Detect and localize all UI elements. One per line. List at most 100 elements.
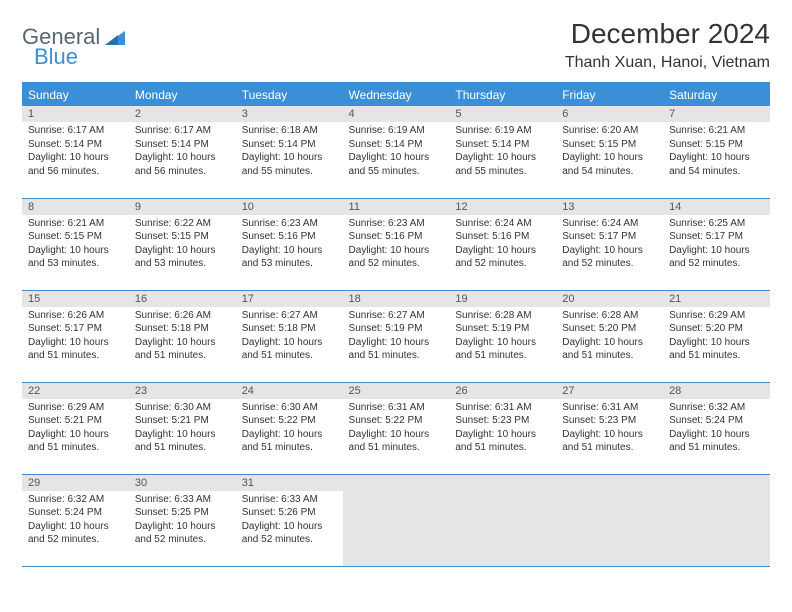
calendar-cell: 26Sunrise: 6:31 AMSunset: 5:23 PMDayligh…: [449, 382, 556, 474]
day-number: 24: [236, 383, 343, 399]
calendar-cell: 12Sunrise: 6:24 AMSunset: 5:16 PMDayligh…: [449, 198, 556, 290]
day-body: Sunrise: 6:19 AMSunset: 5:14 PMDaylight:…: [449, 122, 556, 182]
month-title: December 2024: [565, 18, 770, 50]
calendar-cell: 4Sunrise: 6:19 AMSunset: 5:14 PMDaylight…: [343, 106, 450, 198]
day-body: Sunrise: 6:25 AMSunset: 5:17 PMDaylight:…: [663, 215, 770, 275]
calendar-cell: 1Sunrise: 6:17 AMSunset: 5:14 PMDaylight…: [22, 106, 129, 198]
day-body: Sunrise: 6:26 AMSunset: 5:18 PMDaylight:…: [129, 307, 236, 367]
day-body: Sunrise: 6:20 AMSunset: 5:15 PMDaylight:…: [556, 122, 663, 182]
calendar-cell: 14Sunrise: 6:25 AMSunset: 5:17 PMDayligh…: [663, 198, 770, 290]
day-number: 28: [663, 383, 770, 399]
calendar-cell: 24Sunrise: 6:30 AMSunset: 5:22 PMDayligh…: [236, 382, 343, 474]
day-body: Sunrise: 6:31 AMSunset: 5:23 PMDaylight:…: [556, 399, 663, 459]
day-number: 18: [343, 291, 450, 307]
day-body: Sunrise: 6:23 AMSunset: 5:16 PMDaylight:…: [236, 215, 343, 275]
calendar-cell: [556, 474, 663, 566]
day-number: 5: [449, 106, 556, 122]
header: General December 2024 Thanh Xuan, Hanoi,…: [22, 18, 770, 72]
day-body: Sunrise: 6:27 AMSunset: 5:18 PMDaylight:…: [236, 307, 343, 367]
calendar-cell: 20Sunrise: 6:28 AMSunset: 5:20 PMDayligh…: [556, 290, 663, 382]
day-body: Sunrise: 6:18 AMSunset: 5:14 PMDaylight:…: [236, 122, 343, 182]
calendar-cell: 28Sunrise: 6:32 AMSunset: 5:24 PMDayligh…: [663, 382, 770, 474]
calendar-cell: 17Sunrise: 6:27 AMSunset: 5:18 PMDayligh…: [236, 290, 343, 382]
calendar-cell: 16Sunrise: 6:26 AMSunset: 5:18 PMDayligh…: [129, 290, 236, 382]
day-number: 8: [22, 199, 129, 215]
calendar-cell: 10Sunrise: 6:23 AMSunset: 5:16 PMDayligh…: [236, 198, 343, 290]
day-number: 29: [22, 475, 129, 491]
day-body: Sunrise: 6:33 AMSunset: 5:26 PMDaylight:…: [236, 491, 343, 551]
day-number: 20: [556, 291, 663, 307]
day-number: 16: [129, 291, 236, 307]
day-number: 25: [343, 383, 450, 399]
calendar-row: 22Sunrise: 6:29 AMSunset: 5:21 PMDayligh…: [22, 382, 770, 474]
day-number: 15: [22, 291, 129, 307]
day-body: Sunrise: 6:22 AMSunset: 5:15 PMDaylight:…: [129, 215, 236, 275]
day-number: 13: [556, 199, 663, 215]
day-header: Friday: [556, 83, 663, 106]
day-body: Sunrise: 6:17 AMSunset: 5:14 PMDaylight:…: [129, 122, 236, 182]
brand-word2: Blue: [34, 44, 78, 70]
calendar-cell: 19Sunrise: 6:28 AMSunset: 5:19 PMDayligh…: [449, 290, 556, 382]
day-number: 21: [663, 291, 770, 307]
day-body: Sunrise: 6:19 AMSunset: 5:14 PMDaylight:…: [343, 122, 450, 182]
day-number: 6: [556, 106, 663, 122]
day-number: 7: [663, 106, 770, 122]
day-number: 31: [236, 475, 343, 491]
day-body: Sunrise: 6:30 AMSunset: 5:21 PMDaylight:…: [129, 399, 236, 459]
calendar-cell: 21Sunrise: 6:29 AMSunset: 5:20 PMDayligh…: [663, 290, 770, 382]
day-body: Sunrise: 6:17 AMSunset: 5:14 PMDaylight:…: [22, 122, 129, 182]
day-number: 2: [129, 106, 236, 122]
calendar-cell: [343, 474, 450, 566]
day-body: Sunrise: 6:23 AMSunset: 5:16 PMDaylight:…: [343, 215, 450, 275]
day-number: 27: [556, 383, 663, 399]
day-body: Sunrise: 6:32 AMSunset: 5:24 PMDaylight:…: [663, 399, 770, 459]
calendar-cell: 7Sunrise: 6:21 AMSunset: 5:15 PMDaylight…: [663, 106, 770, 198]
day-number: 23: [129, 383, 236, 399]
title-block: December 2024 Thanh Xuan, Hanoi, Vietnam: [565, 18, 770, 72]
day-body: Sunrise: 6:28 AMSunset: 5:19 PMDaylight:…: [449, 307, 556, 367]
calendar-cell: 25Sunrise: 6:31 AMSunset: 5:22 PMDayligh…: [343, 382, 450, 474]
calendar-cell: 27Sunrise: 6:31 AMSunset: 5:23 PMDayligh…: [556, 382, 663, 474]
day-number: 17: [236, 291, 343, 307]
day-body: Sunrise: 6:32 AMSunset: 5:24 PMDaylight:…: [22, 491, 129, 551]
calendar-row: 8Sunrise: 6:21 AMSunset: 5:15 PMDaylight…: [22, 198, 770, 290]
day-number: 22: [22, 383, 129, 399]
calendar-cell: 2Sunrise: 6:17 AMSunset: 5:14 PMDaylight…: [129, 106, 236, 198]
day-number: 9: [129, 199, 236, 215]
calendar-cell: 13Sunrise: 6:24 AMSunset: 5:17 PMDayligh…: [556, 198, 663, 290]
day-body: Sunrise: 6:33 AMSunset: 5:25 PMDaylight:…: [129, 491, 236, 551]
day-body: Sunrise: 6:31 AMSunset: 5:23 PMDaylight:…: [449, 399, 556, 459]
day-number: 1: [22, 106, 129, 122]
calendar-cell: 9Sunrise: 6:22 AMSunset: 5:15 PMDaylight…: [129, 198, 236, 290]
day-body: Sunrise: 6:30 AMSunset: 5:22 PMDaylight:…: [236, 399, 343, 459]
calendar-cell: 30Sunrise: 6:33 AMSunset: 5:25 PMDayligh…: [129, 474, 236, 566]
calendar-row: 29Sunrise: 6:32 AMSunset: 5:24 PMDayligh…: [22, 474, 770, 566]
day-number: 11: [343, 199, 450, 215]
calendar-cell: 29Sunrise: 6:32 AMSunset: 5:24 PMDayligh…: [22, 474, 129, 566]
day-body: Sunrise: 6:29 AMSunset: 5:21 PMDaylight:…: [22, 399, 129, 459]
day-number: 10: [236, 199, 343, 215]
day-number: 12: [449, 199, 556, 215]
day-header: Sunday: [22, 83, 129, 106]
day-body: Sunrise: 6:21 AMSunset: 5:15 PMDaylight:…: [663, 122, 770, 182]
calendar-body: 1Sunrise: 6:17 AMSunset: 5:14 PMDaylight…: [22, 106, 770, 566]
day-body: Sunrise: 6:31 AMSunset: 5:22 PMDaylight:…: [343, 399, 450, 459]
calendar-cell: 11Sunrise: 6:23 AMSunset: 5:16 PMDayligh…: [343, 198, 450, 290]
calendar-cell: 23Sunrise: 6:30 AMSunset: 5:21 PMDayligh…: [129, 382, 236, 474]
calendar-cell: 8Sunrise: 6:21 AMSunset: 5:15 PMDaylight…: [22, 198, 129, 290]
calendar-cell: 3Sunrise: 6:18 AMSunset: 5:14 PMDaylight…: [236, 106, 343, 198]
calendar-cell: [449, 474, 556, 566]
day-body: Sunrise: 6:27 AMSunset: 5:19 PMDaylight:…: [343, 307, 450, 367]
day-number: 14: [663, 199, 770, 215]
day-body: Sunrise: 6:21 AMSunset: 5:15 PMDaylight:…: [22, 215, 129, 275]
calendar-cell: 31Sunrise: 6:33 AMSunset: 5:26 PMDayligh…: [236, 474, 343, 566]
calendar-table: SundayMondayTuesdayWednesdayThursdayFrid…: [22, 82, 770, 567]
day-header: Wednesday: [343, 83, 450, 106]
calendar-cell: 18Sunrise: 6:27 AMSunset: 5:19 PMDayligh…: [343, 290, 450, 382]
calendar-cell: [663, 474, 770, 566]
day-number: 19: [449, 291, 556, 307]
calendar-cell: 22Sunrise: 6:29 AMSunset: 5:21 PMDayligh…: [22, 382, 129, 474]
day-number: 26: [449, 383, 556, 399]
calendar-cell: 15Sunrise: 6:26 AMSunset: 5:17 PMDayligh…: [22, 290, 129, 382]
day-header: Monday: [129, 83, 236, 106]
